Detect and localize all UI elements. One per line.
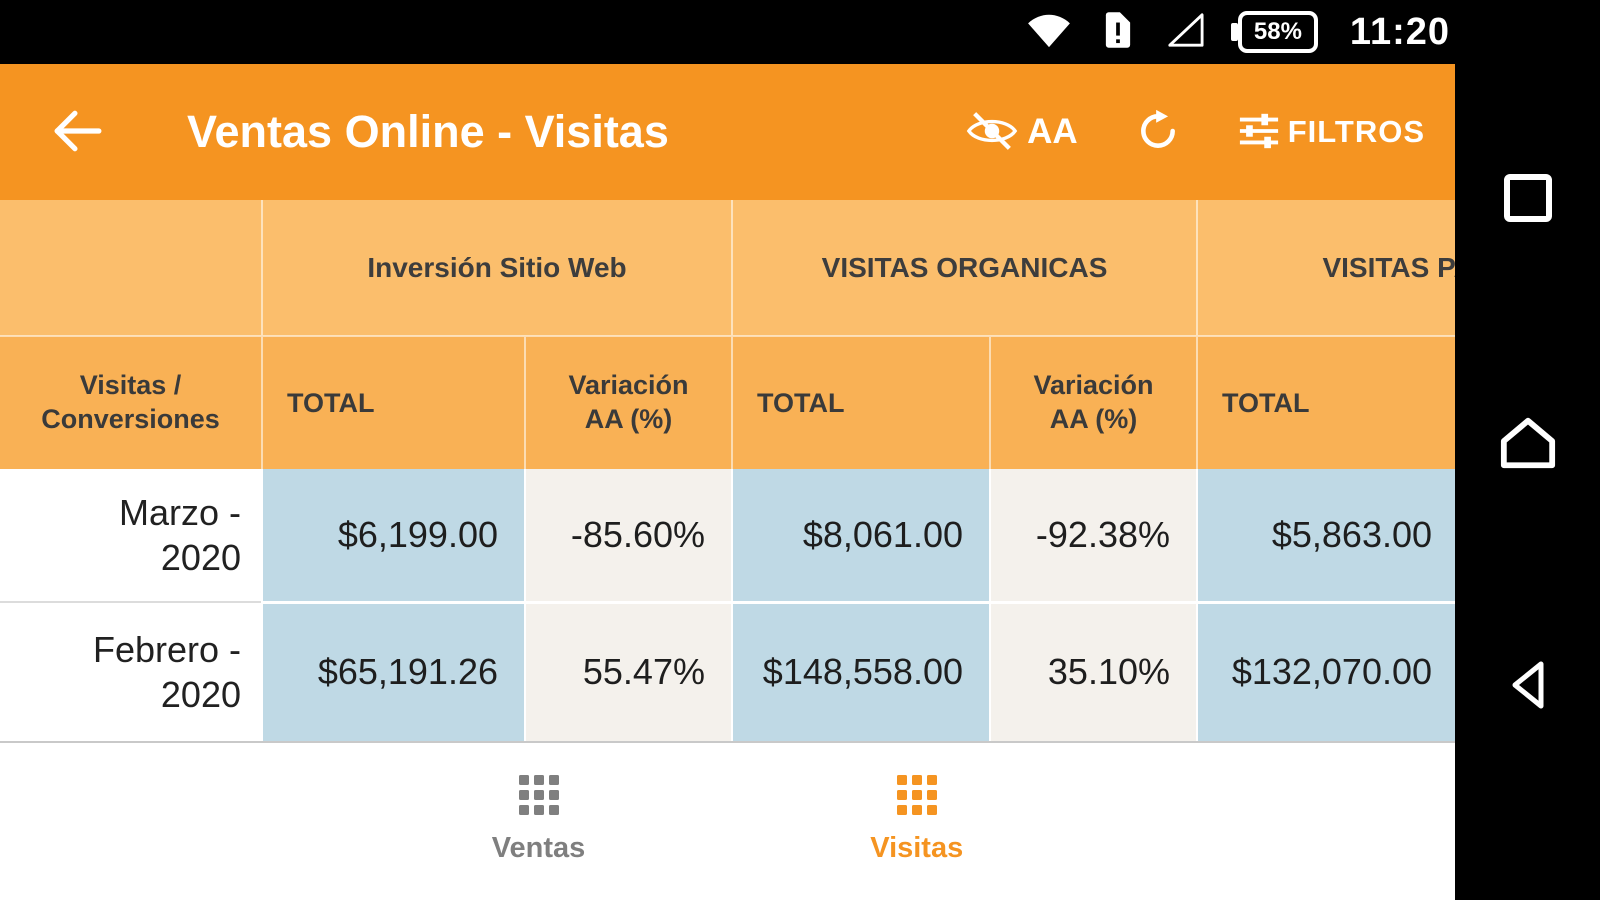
- value-cell: $8,061.00: [731, 469, 990, 604]
- value-cell: -92.38%: [988, 469, 1198, 604]
- tab-label: Ventas: [491, 832, 586, 864]
- recents-button[interactable]: [1500, 170, 1556, 229]
- android-navigation-bar: [1455, 0, 1600, 900]
- visits-table: Inversión Sitio Web VISITAS ORGANICAS VI…: [0, 200, 1455, 743]
- group-header-organicas: VISITAS ORGANICAS: [730, 200, 1198, 336]
- filter-sliders-icon: [1238, 111, 1280, 154]
- value-cell: $148,558.00: [731, 602, 990, 743]
- value-cell: $65,191.26: [261, 602, 525, 743]
- home-button[interactable]: [1499, 415, 1557, 474]
- app-bar: Ventas Online - Visitas AA: [0, 64, 1455, 200]
- value-cell: 35.10%: [988, 602, 1198, 743]
- app-bar-actions: AA: [965, 108, 1425, 157]
- tab-label: Visitas: [870, 832, 964, 864]
- value-cell: -85.60%: [524, 469, 732, 604]
- column-header-total-3: TOTAL: [1196, 335, 1455, 469]
- aa-label: AA: [1027, 112, 1078, 151]
- column-header-variacion-2: Variación AA (%): [988, 335, 1198, 469]
- group-header-inversion: Inversión Sitio Web: [261, 200, 732, 336]
- value-cell: $132,070.00: [1196, 602, 1455, 743]
- clock: 11:20: [1349, 10, 1450, 53]
- tab-visitas[interactable]: Visitas: [870, 771, 963, 865]
- refresh-button[interactable]: [1136, 108, 1180, 157]
- status-bar: 58% 11:20: [0, 0, 1600, 64]
- grid-icon: [893, 771, 941, 822]
- sim-alert-icon: [1104, 10, 1132, 55]
- column-header-total-1: TOTAL: [261, 335, 525, 469]
- column-header-label: Visitas / Conversiones: [0, 335, 262, 469]
- data-table-container: Inversión Sitio Web VISITAS ORGANICAS VI…: [0, 200, 1455, 745]
- value-cell: 55.47%: [524, 602, 732, 743]
- visibility-toggle-button[interactable]: AA: [965, 109, 1078, 156]
- refresh-icon: [1136, 108, 1180, 157]
- eye-off-icon: [965, 109, 1019, 156]
- group-header-empty: [0, 200, 262, 336]
- value-cell: $5,863.00: [1196, 469, 1455, 604]
- home-icon: [1499, 417, 1557, 474]
- filters-label: FILTROS: [1287, 114, 1425, 149]
- table-row: Febrero - 2020 $65,191.26 55.47% $148,55…: [0, 602, 1455, 743]
- group-header-pagas: VISITAS PAGAS: [1196, 200, 1455, 336]
- battery-indicator: 58%: [1237, 11, 1318, 53]
- page-title: Ventas Online - Visitas: [187, 106, 669, 157]
- filters-button[interactable]: FILTROS: [1238, 111, 1425, 154]
- column-header-variacion-1: Variación AA (%): [524, 335, 732, 469]
- nav-back-button[interactable]: [1503, 657, 1553, 716]
- table-row: Marzo - 2020 $6,199.00 -85.60% $8,061.00…: [0, 469, 1455, 604]
- bottom-nav: Ventas Visitas: [0, 745, 1455, 900]
- tab-ventas[interactable]: Ventas: [491, 771, 586, 865]
- recents-square-icon: [1500, 174, 1556, 229]
- column-header-total-2: TOTAL: [731, 335, 990, 469]
- signal-empty-icon: [1164, 11, 1206, 54]
- back-triangle-icon: [1503, 661, 1553, 716]
- value-cell: $6,199.00: [261, 469, 525, 604]
- row-label: Marzo - 2020: [0, 469, 262, 603]
- back-button[interactable]: [52, 110, 102, 155]
- back-arrow-icon: [52, 110, 102, 155]
- battery-percent: 58%: [1253, 18, 1302, 45]
- wifi-icon: [1026, 11, 1072, 54]
- grid-icon: [515, 771, 563, 822]
- row-label: Febrero - 2020: [0, 602, 262, 743]
